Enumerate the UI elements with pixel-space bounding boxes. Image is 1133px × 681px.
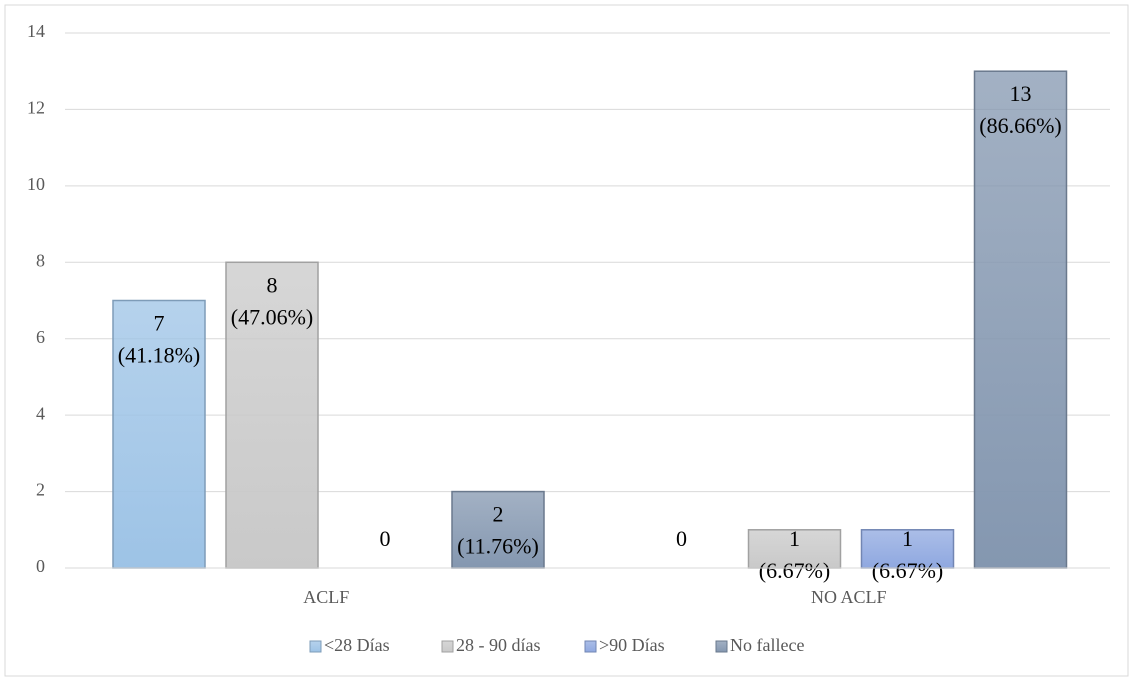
value-label: 0 — [676, 526, 687, 551]
value-label-line: 8 — [267, 272, 278, 297]
legend-label: 28 - 90 días — [456, 635, 541, 655]
y-tick-label: 0 — [36, 556, 45, 576]
value-label-line: 1 — [902, 526, 913, 551]
value-label-line: 0 — [380, 526, 391, 551]
y-tick-label: 2 — [36, 480, 45, 500]
value-label: 2 (11.76%) — [457, 502, 539, 559]
x-tick-label: NO ACLF — [811, 587, 887, 607]
value-label-line: 2 — [493, 502, 504, 527]
value-label-line: 13 — [1010, 81, 1032, 106]
y-tick-label: 10 — [27, 174, 45, 194]
legend-swatch — [584, 640, 597, 653]
value-label-line: (86.66%) — [979, 113, 1061, 138]
legend-label: >90 Días — [599, 635, 665, 655]
value-label: 8 (47.06%) — [231, 272, 313, 329]
legend-swatch — [715, 640, 728, 653]
value-label-line: (6.67%) — [872, 558, 943, 583]
value-label-line: 1 — [789, 526, 800, 551]
y-tick-label: 8 — [36, 250, 45, 270]
y-tick-label: 6 — [36, 327, 45, 347]
value-label-line: 0 — [676, 526, 687, 551]
bar — [973, 70, 1068, 569]
value-label-line: (6.67%) — [759, 558, 830, 583]
value-label: 1 (6.67%) — [759, 526, 830, 583]
legend-swatch — [309, 640, 322, 653]
bar — [747, 529, 842, 569]
value-label-line: (41.18%) — [118, 343, 200, 368]
bar — [451, 490, 545, 569]
value-label: 1 (6.67%) — [872, 526, 943, 583]
y-tick-label: 14 — [27, 21, 45, 41]
y-tick-label: 12 — [27, 98, 45, 118]
bar — [225, 261, 319, 569]
bar — [860, 529, 955, 569]
value-label-line: (47.06%) — [231, 304, 313, 329]
legend-swatch — [441, 640, 454, 653]
value-label-line: (11.76%) — [457, 534, 539, 559]
value-label: 7 (41.18%) — [118, 311, 200, 368]
legend-label: <28 Días — [324, 635, 390, 655]
bar — [112, 299, 206, 569]
legend-label: No fallece — [730, 635, 804, 655]
y-tick-label: 4 — [36, 403, 45, 423]
value-label: 0 — [380, 526, 391, 551]
value-label: 13 (86.66%) — [979, 81, 1061, 138]
value-label-line: 7 — [154, 311, 165, 336]
x-tick-label: ACLF — [303, 587, 349, 607]
